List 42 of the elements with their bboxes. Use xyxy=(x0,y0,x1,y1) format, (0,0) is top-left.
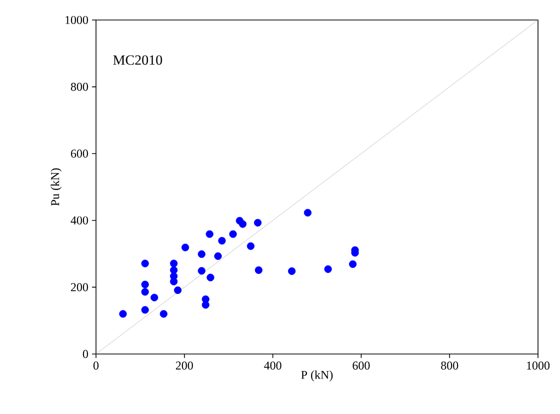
y-tick-label: 0 xyxy=(82,350,88,358)
x-tick-label: 1000 xyxy=(527,362,550,370)
x-tick-label: 0 xyxy=(93,362,99,370)
point xyxy=(218,236,226,245)
y-axis-title: Pu (kN) xyxy=(50,168,62,206)
point xyxy=(181,244,190,252)
point xyxy=(349,260,357,268)
point xyxy=(324,265,332,273)
point xyxy=(141,260,149,268)
point xyxy=(254,218,262,227)
y-tick-label: 1000 xyxy=(66,16,88,24)
point xyxy=(160,310,168,318)
annotation: MC2010 xyxy=(113,55,162,65)
point xyxy=(206,230,214,238)
y-tick-label: 200 xyxy=(71,283,88,292)
point xyxy=(202,301,210,309)
point xyxy=(141,288,149,296)
point xyxy=(170,278,178,286)
point xyxy=(119,310,127,318)
x-tick-label: 200 xyxy=(176,362,193,370)
point xyxy=(254,266,262,274)
point xyxy=(150,294,158,302)
point xyxy=(141,280,149,288)
point xyxy=(198,250,206,258)
point xyxy=(170,260,178,268)
point xyxy=(304,208,312,217)
point xyxy=(288,267,296,275)
y-tick-label: 400 xyxy=(70,216,88,224)
point xyxy=(246,242,254,250)
x-axis-title: P (kN) xyxy=(301,370,333,382)
y-tick-label: 600 xyxy=(70,150,88,158)
point xyxy=(174,286,182,294)
y-tick-label: 800 xyxy=(70,82,88,91)
point xyxy=(198,267,206,275)
x-tick-label: 400 xyxy=(264,362,282,370)
point xyxy=(141,306,149,314)
point xyxy=(214,252,222,260)
x-tick-label: 600 xyxy=(352,362,370,370)
point xyxy=(238,220,247,228)
point xyxy=(206,274,214,282)
point xyxy=(229,230,237,238)
x-tick-label: 800 xyxy=(441,362,458,370)
